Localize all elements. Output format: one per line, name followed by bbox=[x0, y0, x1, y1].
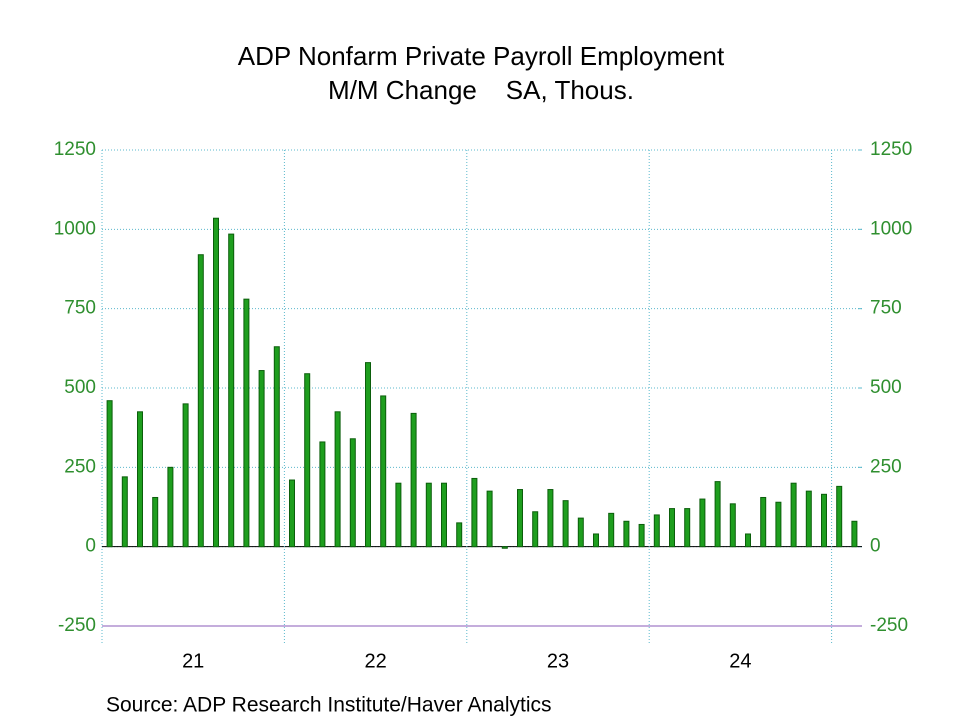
bar bbox=[106, 400, 113, 548]
bar bbox=[380, 395, 387, 548]
bar bbox=[699, 498, 706, 548]
bar bbox=[289, 479, 295, 548]
bar bbox=[547, 489, 554, 548]
y2-tick-label: 250 bbox=[870, 456, 902, 477]
bar bbox=[395, 482, 402, 548]
bar bbox=[653, 514, 660, 548]
bar bbox=[152, 496, 159, 548]
bar bbox=[669, 508, 675, 548]
y2-tick-label: -250 bbox=[870, 615, 908, 636]
bar bbox=[805, 490, 812, 548]
y-tick-label: 250 bbox=[64, 456, 96, 477]
chart-subtitle: M/M Change SA, Thous. bbox=[328, 75, 634, 105]
bar bbox=[334, 411, 341, 548]
y2-tick-label: 1000 bbox=[870, 218, 912, 239]
bar bbox=[273, 346, 280, 548]
bar bbox=[456, 522, 463, 548]
bar bbox=[608, 512, 615, 548]
y2-tick-label: 500 bbox=[870, 377, 902, 398]
bar bbox=[243, 298, 250, 548]
bar bbox=[137, 411, 143, 548]
bar bbox=[821, 493, 827, 548]
bar bbox=[760, 496, 767, 548]
bar bbox=[517, 489, 523, 548]
bar bbox=[228, 233, 235, 548]
x-tick-label: 23 bbox=[547, 650, 569, 672]
x-tick-label: 24 bbox=[729, 650, 751, 672]
bar bbox=[304, 373, 311, 548]
y-tick-label: 0 bbox=[85, 536, 96, 557]
y-tick-label: 1250 bbox=[54, 139, 96, 160]
y-tick-label: 750 bbox=[64, 298, 96, 319]
y-tick-label: -250 bbox=[58, 615, 96, 636]
bar bbox=[486, 490, 493, 548]
bar bbox=[775, 501, 782, 548]
bar bbox=[182, 403, 189, 548]
bar bbox=[121, 476, 128, 548]
bar bbox=[471, 477, 478, 548]
bar bbox=[410, 412, 417, 548]
bar bbox=[623, 520, 630, 548]
bar bbox=[213, 217, 219, 548]
y-tick-label: 500 bbox=[64, 377, 96, 398]
y2-tick-label: 0 bbox=[870, 536, 881, 557]
bar bbox=[349, 438, 356, 548]
bar bbox=[258, 370, 265, 548]
bar bbox=[167, 466, 174, 548]
chart-title: ADP Nonfarm Private Payroll Employment bbox=[238, 41, 725, 71]
y2-tick-label: 1250 bbox=[870, 139, 912, 160]
bar bbox=[532, 511, 539, 548]
bar bbox=[425, 482, 432, 548]
bar bbox=[638, 523, 645, 548]
bar bbox=[562, 500, 569, 548]
source-note: Source: ADP Research Institute/Haver Ana… bbox=[106, 694, 552, 717]
y2-tick-label: 750 bbox=[870, 298, 902, 319]
bar bbox=[714, 481, 721, 548]
bar bbox=[729, 503, 736, 548]
bar bbox=[745, 533, 751, 548]
bar bbox=[577, 517, 584, 548]
y-tick-label: 1000 bbox=[54, 218, 96, 239]
bar bbox=[790, 482, 797, 548]
bar bbox=[365, 362, 371, 548]
bar bbox=[197, 254, 204, 548]
bar bbox=[851, 520, 858, 548]
bar bbox=[684, 508, 691, 548]
bar bbox=[501, 546, 508, 549]
bar bbox=[441, 482, 447, 548]
bar bbox=[836, 485, 843, 548]
bar bbox=[593, 533, 599, 548]
x-tick-label: 22 bbox=[364, 650, 386, 672]
bar bbox=[319, 441, 326, 548]
x-tick-label: 21 bbox=[182, 650, 204, 672]
